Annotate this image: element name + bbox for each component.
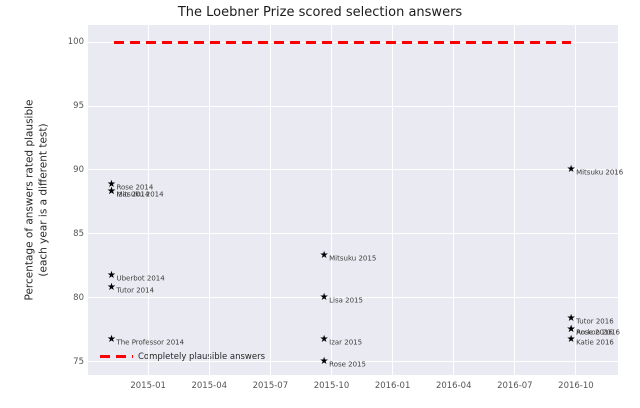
data-point-star: ★ [566, 333, 576, 345]
gridline-vertical [269, 25, 271, 375]
x-tick-label: 2016-07 [497, 381, 533, 391]
chart-title: The Loebner Prize scored selection answe… [177, 5, 463, 20]
gridline-horizontal [88, 233, 618, 235]
data-point-star: ★ [319, 249, 329, 261]
x-tick-label: 2016-10 [558, 381, 594, 391]
data-point-label: Katie 2016 [576, 338, 614, 347]
data-point-label: Rose 2016 [576, 328, 613, 337]
gridline-horizontal [88, 105, 618, 107]
x-tick-label: 2015-01 [130, 381, 166, 391]
gridline-horizontal [88, 169, 618, 171]
data-point-label: Izar 2014 [116, 190, 150, 199]
y-axis-label-line1: Percentage of answers rated plausible [23, 99, 36, 301]
gridline-horizontal [88, 297, 618, 299]
data-point-star: ★ [106, 179, 116, 191]
data-point-label: Rose 2014 [116, 183, 154, 192]
gridline-vertical [575, 25, 577, 375]
data-point-star: ★ [106, 185, 116, 197]
data-point-star: ★ [566, 323, 576, 335]
reference-line-100-percent [113, 40, 572, 44]
x-tick-label: 2015-10 [313, 381, 350, 391]
data-point-star: ★ [566, 323, 576, 335]
data-point-star: ★ [319, 291, 329, 303]
data-point-label: Mitsuku 2015 [329, 254, 377, 263]
gridline-vertical [514, 25, 516, 375]
data-point-label: Uberbot 2014 [116, 274, 165, 283]
legend-dashed-line-sample [100, 355, 133, 358]
data-point-star: ★ [106, 269, 116, 281]
gridline-vertical [330, 25, 332, 375]
gridline-vertical [453, 25, 455, 375]
legend-label: Completely plausible answers [138, 352, 266, 362]
data-point-star: ★ [106, 333, 116, 345]
data-point-label: Lisa 2015 [329, 296, 363, 305]
plot-area: Completely plausible answers ★ Rose 2014 ★… [88, 25, 623, 375]
gridline-vertical [208, 25, 210, 375]
data-point-star: ★ [319, 333, 329, 345]
y-tick-label: 90 [73, 164, 84, 175]
data-point-label: Arckon 2016 [576, 328, 620, 337]
data-point-star: ★ [566, 313, 576, 325]
data-point-label: Rose 2015 [329, 360, 366, 369]
data-point-label: The Professor 2014 [116, 338, 185, 347]
data-point-label: Mitsuku 2014 [116, 190, 164, 199]
data-point-label: Mitsuku 2016 [576, 168, 624, 177]
x-tick-label: 2015-07 [252, 381, 289, 391]
data-point-star: ★ [106, 185, 116, 197]
data-point-star: ★ [319, 355, 329, 367]
x-tick-label: 2016-01 [374, 381, 411, 391]
gridline-vertical [147, 25, 149, 375]
y-tick-label: 95 [73, 101, 84, 112]
y-axis-label-line2: (each year is a different test) [37, 123, 49, 277]
gridline-vertical [392, 25, 394, 375]
x-tick-label: 2016-04 [435, 381, 472, 391]
data-point-label: Tutor 2014 [116, 286, 155, 294]
y-tick-label: 75 [73, 356, 84, 367]
data-point-label: Tutor 2016 [576, 317, 614, 326]
y-tick-label: 85 [73, 228, 84, 239]
y-axis-label: Percentage of answers rated plausible (e… [23, 99, 50, 300]
y-tick-label: 80 [73, 292, 84, 303]
x-tick-label: 2015-04 [191, 381, 228, 391]
data-point-label: Izar 2015 [329, 338, 363, 347]
data-point-star: ★ [566, 163, 576, 175]
y-tick-label: 100 [67, 37, 84, 48]
gridline-horizontal [88, 361, 618, 363]
data-point-star: ★ [106, 281, 116, 293]
